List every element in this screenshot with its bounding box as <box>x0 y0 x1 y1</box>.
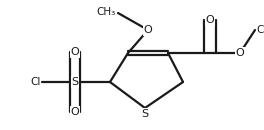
Text: Cl: Cl <box>30 77 41 87</box>
Text: O: O <box>71 107 79 117</box>
Text: S: S <box>142 109 149 119</box>
Text: O: O <box>206 15 214 25</box>
Text: S: S <box>72 77 79 87</box>
Text: CH₃: CH₃ <box>256 25 264 35</box>
Text: O: O <box>236 48 244 58</box>
Text: CH₃: CH₃ <box>96 7 115 17</box>
Text: O: O <box>71 47 79 57</box>
Text: O: O <box>144 25 152 35</box>
